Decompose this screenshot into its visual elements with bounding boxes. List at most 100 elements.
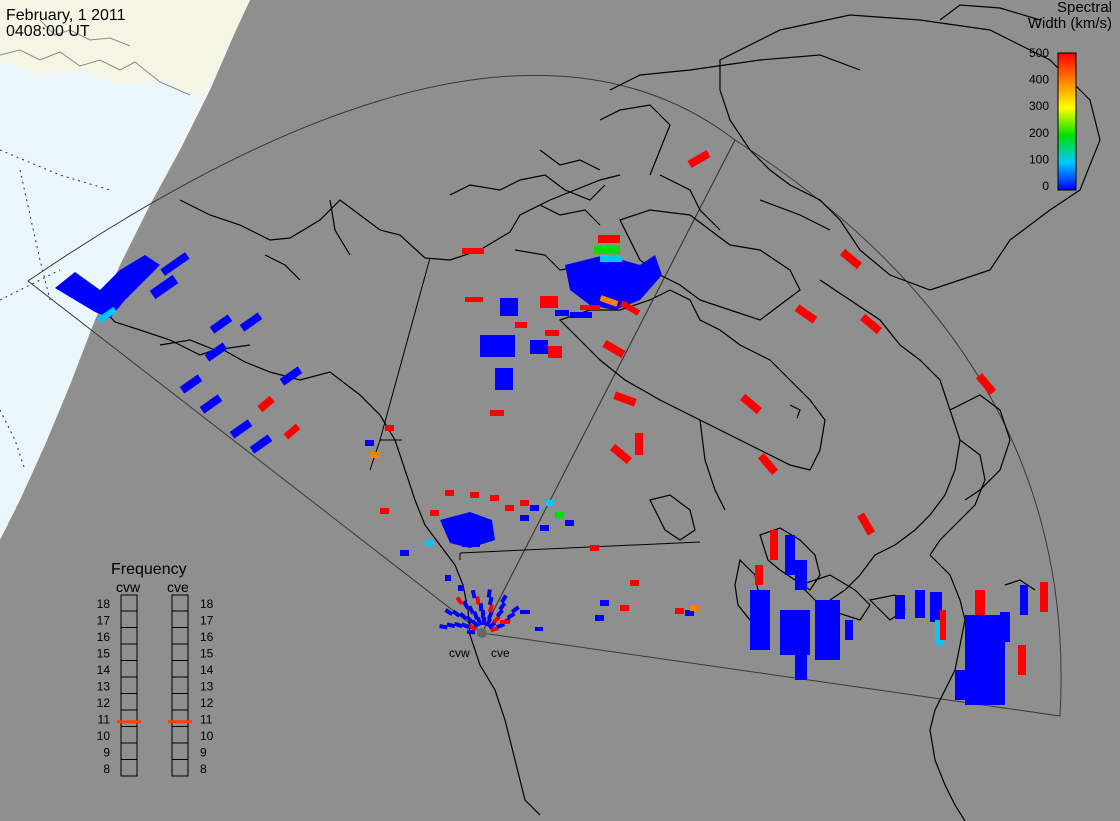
frequency-tick-label: 13 (97, 680, 111, 694)
echo-cell (520, 515, 529, 521)
frequency-tick-label: 17 (200, 614, 214, 628)
echo-cell (365, 440, 374, 446)
site-label-cve: cve (491, 646, 510, 660)
echo-cell (975, 590, 985, 615)
echo-cell (489, 626, 499, 633)
frequency-tick-label: 15 (97, 647, 111, 661)
radar-echoes (55, 150, 1048, 705)
echo-cell (500, 594, 508, 604)
echo-cell (496, 622, 506, 630)
echo-cell (594, 246, 620, 254)
echo-cell (685, 610, 694, 616)
freq-label-cvw: cvw (116, 579, 141, 595)
echo-cell (840, 248, 862, 270)
echo-cell (209, 314, 233, 334)
echo-cell (460, 622, 470, 630)
echo-cell (490, 410, 504, 416)
frequency-tick-label: 8 (200, 762, 207, 776)
frequency-title: Frequency (111, 561, 187, 578)
echo-cell (370, 452, 379, 458)
echo-cell (400, 550, 409, 556)
scale-tick-label: 100 (1029, 152, 1049, 166)
echo-cell (555, 512, 564, 518)
scale-tick-label: 0 (1042, 179, 1049, 193)
echo-cell (530, 505, 539, 511)
echo-cell (595, 615, 604, 621)
echo-cell (1020, 585, 1028, 615)
echo-cell (439, 624, 448, 630)
frequency-tick-label: 10 (200, 729, 214, 743)
frequency-tick-label: 13 (200, 680, 214, 694)
frequency-tick-label: 16 (200, 630, 214, 644)
echo-cell (520, 610, 530, 614)
echo-cell (492, 615, 501, 624)
frequency-tick-label: 18 (200, 597, 214, 611)
echo-cell (380, 508, 389, 514)
frequency-tick-label: 12 (200, 696, 214, 710)
echo-cell (475, 596, 481, 605)
echo-cell (283, 423, 301, 440)
echo-cell (770, 530, 778, 560)
echo-cell (481, 610, 485, 618)
echo-cell (975, 373, 997, 395)
frequency-tick-label: 9 (200, 746, 207, 760)
echo-cell (160, 252, 190, 276)
echo-cell (540, 525, 549, 531)
echo-cell (795, 560, 807, 590)
echo-cell (480, 335, 515, 357)
echo-region (565, 255, 662, 310)
echo-cell (1040, 582, 1048, 612)
echo-cell (510, 605, 520, 614)
echo-cell (1000, 612, 1010, 642)
echo-cell (600, 600, 609, 606)
echo-cell (506, 611, 516, 620)
echo-cell (565, 520, 574, 526)
echo-cell (955, 670, 975, 700)
time-label: 0408:00 UT (6, 23, 90, 40)
echo-cell (598, 235, 620, 243)
echo-cell (794, 304, 818, 324)
scale-title: Spectral Width (km/s) (1028, 0, 1112, 32)
echo-cell (149, 274, 179, 300)
scale-tick-label: 300 (1029, 99, 1049, 113)
echo-cell (476, 617, 483, 627)
colour-bar (1057, 52, 1077, 191)
echo-cell (425, 540, 434, 546)
echo-cell (446, 622, 456, 629)
echo-cell (385, 425, 394, 431)
echo-cell (478, 602, 484, 612)
echo-cell (495, 368, 513, 390)
echo-cell (467, 605, 475, 615)
frequency-tick-label: 12 (97, 696, 111, 710)
echo-cell (600, 255, 622, 262)
scale-tick-label: 400 (1029, 73, 1049, 87)
frequency-tick-label: 8 (103, 762, 110, 776)
echo-cell (757, 453, 779, 475)
echo-cell (471, 619, 480, 629)
echo-cell (462, 248, 484, 254)
echo-cell (455, 596, 464, 606)
echo-cell (545, 330, 559, 336)
frequency-panel: Frequency cvw cve 18 17 16 15 14 13 12 11 10 9 8 18… (97, 561, 214, 777)
echo-cell (599, 295, 619, 307)
echo-cell (555, 310, 569, 316)
radar-fov-outlines (27, 74, 1062, 717)
echo-region (55, 255, 160, 318)
echo-cell (487, 621, 497, 630)
frequency-tick-label: 14 (200, 663, 214, 677)
echo-cell (239, 312, 263, 332)
scale-tick-label: 200 (1029, 126, 1049, 140)
echo-cell (940, 610, 946, 640)
frequency-column (171, 594, 189, 777)
echo-cell (486, 589, 492, 598)
echo-cell (755, 565, 763, 585)
echo-cell (530, 340, 548, 354)
echo-cell (895, 595, 905, 619)
echo-cell (257, 395, 275, 413)
echo-cell (486, 610, 494, 620)
echo-cell (915, 590, 925, 618)
echo-cell (179, 374, 203, 394)
echo-cell (465, 615, 474, 624)
echo-cell (466, 629, 476, 635)
